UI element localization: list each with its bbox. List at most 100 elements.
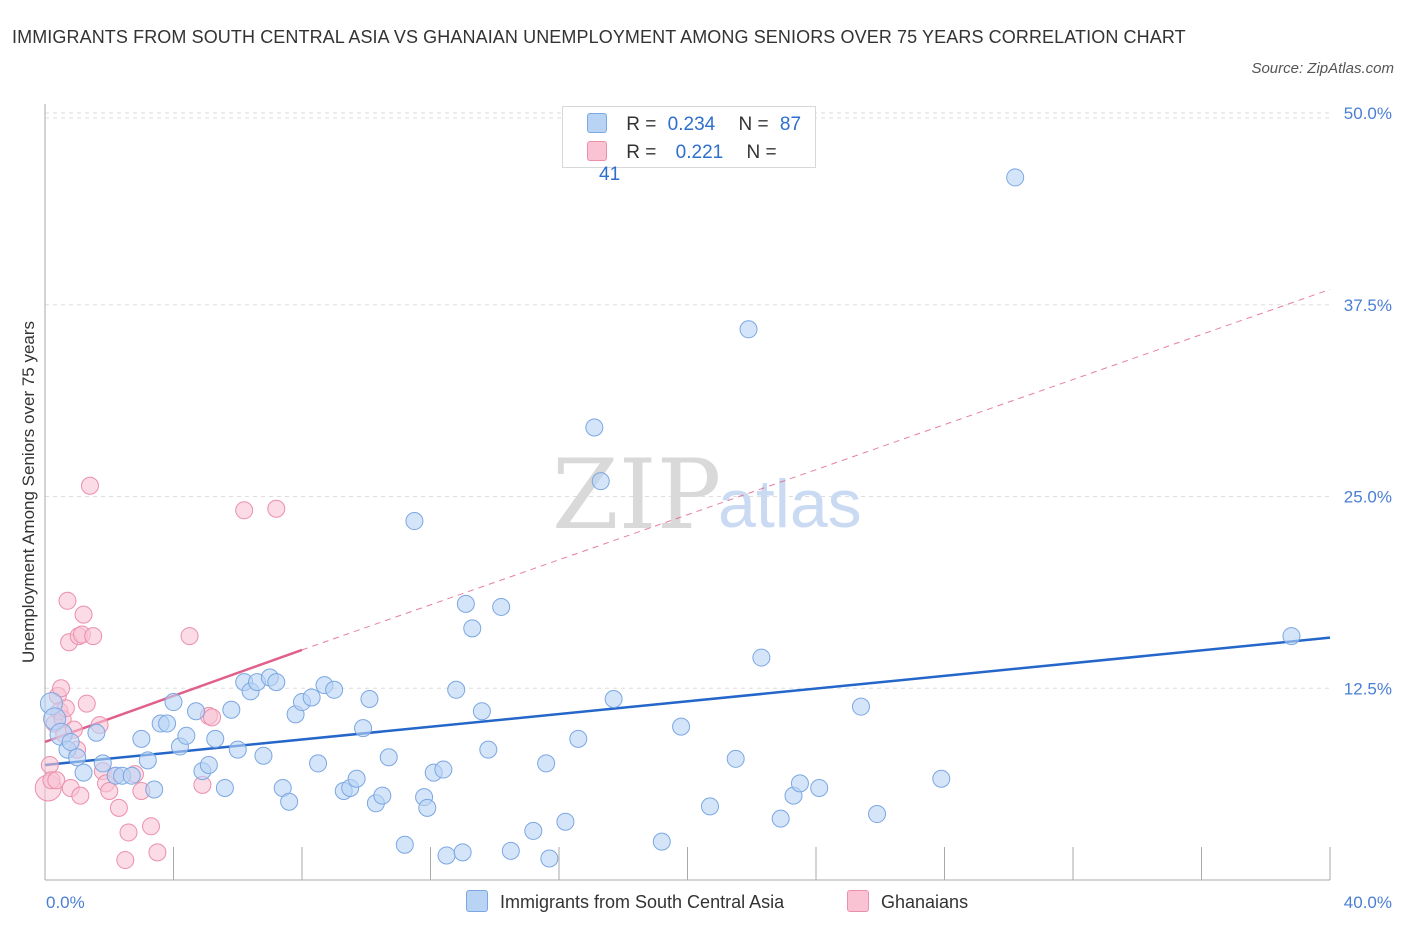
point-south-central-asia-67 [556,812,575,831]
bottom-legend-label-series2: Ghanaians [881,892,969,912]
point-ghanaians-21 [80,476,99,495]
point-south-central-asia-52 [418,798,437,817]
point-ghanaians-19 [74,605,93,624]
point-south-central-asia-8 [93,754,112,773]
point-south-central-asia-59 [463,619,482,638]
point-south-central-asia-61 [479,740,498,759]
point-ghanaians-34 [148,843,167,862]
watermark-atlas: atlas [718,466,862,542]
point-south-central-asia-17 [164,693,183,712]
point-south-central-asia-24 [215,778,234,797]
point-south-central-asia-32 [267,673,286,692]
point-south-central-asia-7 [87,723,106,742]
point-south-central-asia-13 [138,751,157,770]
point-ghanaians-35 [180,627,199,646]
point-south-central-asia-49 [395,835,414,854]
point-south-central-asia-14 [145,780,164,799]
point-south-central-asia-54 [434,760,453,779]
point-ghanaians-11 [58,591,77,610]
x-tick-min: 0.0% [46,893,85,912]
point-south-central-asia-22 [199,755,218,774]
point-south-central-asia-77 [752,648,771,667]
legend-r-value: 0.234 [667,114,716,135]
point-ghanaians-20 [77,694,96,713]
bottom-legend-swatch-blue [466,890,488,912]
point-south-central-asia-64 [524,821,543,840]
point-south-central-asia-76 [739,320,758,339]
watermark-zip: ZIP [552,439,721,551]
point-south-central-asia-78 [771,809,790,828]
point-south-central-asia-5 [68,748,87,767]
point-south-central-asia-19 [177,726,196,745]
point-south-central-asia-57 [453,843,472,862]
point-south-central-asia-81 [810,778,829,797]
trend-line-series1 [44,636,1331,767]
point-south-central-asia-56 [447,680,466,699]
point-south-central-asia-44 [354,719,373,738]
point-ghanaians-33 [142,817,161,836]
legend-n-label: N = [746,142,777,163]
legend-n-label: N = [738,114,769,135]
point-south-central-asia-85 [1006,168,1025,187]
point-south-central-asia-4 [61,732,80,751]
y-tick-label-0: 12.5% [1344,679,1392,698]
legend-r-value: 0.221 [675,142,724,163]
point-south-central-asia-66 [540,849,559,868]
point-south-central-asia-69 [585,418,604,437]
point-south-central-asia-86 [1282,627,1301,646]
legend-row-series2: R = 0.221 N = 41 [587,141,815,185]
point-ghanaians-38 [203,708,222,727]
point-ghanaians-40 [267,499,286,518]
point-south-central-asia-75 [726,749,745,768]
point-south-central-asia-71 [604,689,623,708]
point-south-central-asia-16 [158,714,177,733]
point-south-central-asia-6 [74,763,93,782]
legend-n-value: 41 [599,164,621,185]
point-ghanaians-4 [47,771,66,790]
point-south-central-asia-38 [309,754,328,773]
point-south-central-asia-65 [537,754,556,773]
point-ghanaians-29 [116,851,135,870]
point-ghanaians-22 [84,627,103,646]
point-south-central-asia-20 [186,702,205,721]
y-tick-label-3: 50.0% [1344,104,1392,123]
point-south-central-asia-68 [569,729,588,748]
y-axis-label: Unemployment Among Seniors over 75 years [19,321,38,663]
legend-r-label: R = [626,142,657,163]
point-south-central-asia-60 [472,702,491,721]
point-south-central-asia-80 [790,774,809,793]
point-south-central-asia-45 [360,689,379,708]
point-south-central-asia-82 [851,697,870,716]
point-south-central-asia-48 [379,748,398,767]
y-tick-label-1: 25.0% [1344,488,1392,507]
bottom-legend-series2: Ghanaians [847,890,968,913]
bottom-legend-swatch-pink [847,890,869,912]
point-ghanaians-30 [119,823,138,842]
point-ghanaians-1 [40,755,59,774]
point-south-central-asia-70 [591,472,610,491]
point-south-central-asia-37 [302,688,321,707]
point-south-central-asia-23 [206,729,225,748]
legend-n-value: 87 [779,114,802,135]
point-ghanaians-39 [235,501,254,520]
point-ghanaians-7 [52,679,71,698]
grid-lines [45,112,1330,689]
point-south-central-asia-11 [122,766,141,785]
x-tick-max: 40.0% [1344,893,1392,912]
point-south-central-asia-34 [280,792,299,811]
point-south-central-asia-83 [868,805,887,824]
legend-swatch-blue [587,113,607,133]
bottom-legend-label-series1: Immigrants from South Central Asia [500,892,785,912]
point-south-central-asia-73 [672,717,691,736]
point-ghanaians-17 [71,786,90,805]
y-tick-label-2: 37.5% [1344,296,1392,315]
point-south-central-asia-58 [456,594,475,613]
point-south-central-asia-30 [254,746,273,765]
y-tick-labels: 12.5% 25.0% 37.5% 50.0% [1344,104,1392,698]
point-south-central-asia-63 [501,841,520,860]
data-points [34,168,1301,870]
point-south-central-asia-40 [325,680,344,699]
axes [44,104,1331,881]
point-south-central-asia-25 [222,700,241,719]
